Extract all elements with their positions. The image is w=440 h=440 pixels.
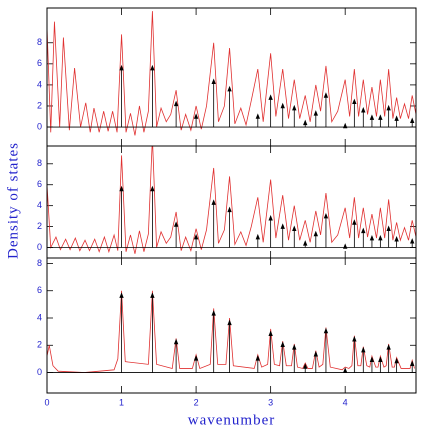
y-tick-label: 8 — [37, 258, 42, 268]
y-tick-label: 0 — [37, 242, 42, 252]
stick — [378, 114, 383, 128]
stick — [410, 117, 415, 128]
stick — [119, 292, 124, 373]
stick — [193, 233, 199, 248]
stick — [378, 234, 383, 248]
stick — [150, 185, 155, 248]
y-tick-label: 8 — [37, 158, 42, 168]
stick — [280, 223, 285, 248]
y-tick-label: 6 — [37, 285, 42, 295]
y-tick-label: 2 — [37, 221, 42, 231]
stick — [268, 94, 273, 128]
stick — [313, 351, 319, 373]
y-tick-label: 2 — [37, 100, 42, 110]
stick — [227, 206, 232, 248]
x-tick-label: 2 — [194, 397, 199, 407]
stick — [303, 363, 308, 373]
stick — [386, 104, 391, 128]
stick — [211, 310, 216, 373]
x-tick-label: 4 — [343, 397, 348, 407]
stick — [119, 64, 124, 128]
stick — [323, 212, 329, 248]
stick — [255, 355, 261, 373]
y-axis-title: Density of states — [5, 142, 21, 259]
stick — [303, 240, 308, 248]
stick — [292, 344, 297, 373]
stick — [211, 199, 216, 248]
stick — [173, 100, 179, 128]
stick — [313, 230, 319, 248]
x-axis-title: wavenumber — [188, 412, 275, 428]
stick — [323, 327, 329, 373]
stick — [227, 85, 232, 128]
density-curve — [47, 290, 415, 373]
y-tick-label: 2 — [37, 340, 42, 350]
stick — [280, 341, 285, 373]
stick — [323, 92, 329, 128]
stick — [303, 119, 308, 128]
stick — [150, 64, 155, 128]
density-curve — [47, 146, 416, 254]
y-tick-label: 6 — [37, 179, 42, 189]
stick — [378, 356, 383, 373]
y-tick-label: 6 — [37, 58, 42, 68]
stick — [255, 113, 261, 128]
y-tick-label: 4 — [37, 312, 42, 322]
stick — [361, 346, 366, 373]
stick — [369, 234, 375, 248]
stick — [369, 356, 375, 373]
stick — [352, 219, 357, 248]
stick — [173, 221, 179, 248]
y-tick-label: 4 — [37, 79, 42, 89]
stick — [211, 78, 216, 128]
stick — [386, 344, 391, 373]
stick — [227, 319, 232, 373]
stick — [361, 227, 366, 248]
stick — [173, 338, 179, 373]
stick — [268, 330, 273, 373]
stick — [410, 238, 415, 248]
stick — [280, 102, 285, 128]
stick — [292, 225, 297, 248]
stick — [268, 215, 273, 248]
density-curve — [47, 11, 416, 136]
y-tick-label: 8 — [37, 37, 42, 47]
stick — [292, 104, 297, 128]
stick — [369, 114, 375, 128]
stick — [394, 115, 399, 128]
stick — [361, 106, 366, 128]
stick — [386, 225, 391, 248]
stick — [193, 113, 199, 128]
stick — [352, 336, 357, 373]
x-tick-label: 1 — [119, 397, 124, 407]
stick — [342, 367, 348, 373]
stick — [193, 355, 199, 373]
stick — [352, 98, 357, 128]
stick — [410, 360, 415, 373]
stick — [394, 235, 399, 248]
x-tick-label: 3 — [268, 397, 273, 407]
panel-frame — [46, 257, 417, 394]
stick — [313, 110, 319, 128]
y-tick-label: 4 — [37, 200, 42, 210]
y-tick-label: 0 — [37, 121, 42, 131]
stick — [394, 357, 399, 373]
y-tick-label: 0 — [37, 367, 42, 377]
stick — [255, 233, 261, 248]
stick — [119, 185, 124, 248]
stick — [150, 292, 155, 373]
x-tick-label: 0 — [44, 397, 49, 407]
